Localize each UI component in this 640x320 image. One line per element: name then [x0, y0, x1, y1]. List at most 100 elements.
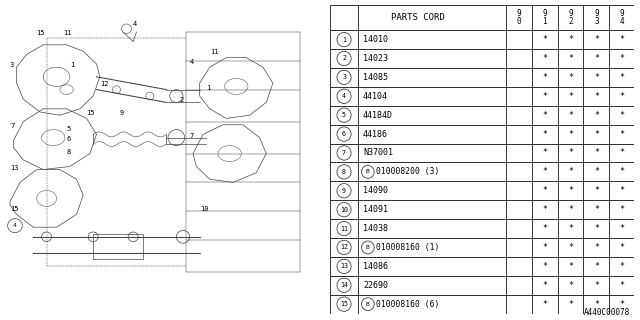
- Text: *: *: [594, 262, 599, 271]
- Text: 7: 7: [189, 132, 194, 139]
- Text: *: *: [594, 35, 599, 44]
- Text: *: *: [620, 167, 625, 176]
- Text: 11: 11: [340, 226, 348, 232]
- Text: 2: 2: [180, 97, 184, 103]
- Text: 44184D: 44184D: [363, 111, 393, 120]
- Text: 14090: 14090: [363, 186, 388, 195]
- Text: *: *: [568, 54, 573, 63]
- Text: *: *: [620, 111, 625, 120]
- Text: *: *: [568, 167, 573, 176]
- Text: 13: 13: [10, 164, 19, 171]
- Text: *: *: [568, 281, 573, 290]
- Text: *: *: [594, 111, 599, 120]
- Text: B: B: [366, 245, 370, 250]
- Text: 1: 1: [342, 36, 346, 43]
- Text: 9
1: 9 1: [542, 9, 547, 26]
- Text: 44186: 44186: [363, 130, 388, 139]
- Text: 9
0: 9 0: [516, 9, 521, 26]
- Text: *: *: [594, 186, 599, 195]
- Text: 4: 4: [133, 20, 138, 27]
- Text: 14086: 14086: [363, 262, 388, 271]
- Bar: [330, 276, 635, 295]
- Text: *: *: [568, 262, 573, 271]
- Bar: [330, 30, 635, 49]
- Text: 14091: 14091: [363, 205, 388, 214]
- Text: 9
2: 9 2: [568, 9, 573, 26]
- Text: 7: 7: [342, 150, 346, 156]
- Text: B: B: [366, 169, 370, 174]
- Text: 14: 14: [340, 282, 348, 288]
- Text: *: *: [568, 130, 573, 139]
- Text: 10: 10: [340, 207, 348, 213]
- Text: *: *: [542, 243, 547, 252]
- Text: *: *: [594, 73, 599, 82]
- Bar: [330, 295, 635, 314]
- Text: 6: 6: [67, 136, 71, 142]
- Text: 12: 12: [340, 244, 348, 251]
- Text: *: *: [542, 73, 547, 82]
- Text: *: *: [594, 224, 599, 233]
- Bar: [330, 163, 635, 181]
- Text: 15: 15: [10, 206, 19, 212]
- Text: PARTS CORD: PARTS CORD: [391, 13, 445, 22]
- Text: 12: 12: [100, 81, 108, 87]
- Bar: [330, 124, 635, 143]
- Text: 14085: 14085: [363, 73, 388, 82]
- Text: *: *: [568, 205, 573, 214]
- Text: 15: 15: [36, 30, 45, 36]
- Bar: [330, 49, 635, 68]
- Text: 1: 1: [206, 84, 211, 91]
- Text: 010008160 (1): 010008160 (1): [376, 243, 439, 252]
- Text: *: *: [542, 262, 547, 271]
- Text: *: *: [594, 148, 599, 157]
- Text: 22690: 22690: [363, 281, 388, 290]
- Text: *: *: [542, 54, 547, 63]
- Text: *: *: [620, 243, 625, 252]
- Text: 2: 2: [342, 55, 346, 61]
- Text: 44104: 44104: [363, 92, 388, 101]
- Text: 4: 4: [342, 93, 346, 99]
- Text: 5: 5: [342, 112, 346, 118]
- Bar: [330, 87, 635, 106]
- Text: 4: 4: [189, 59, 194, 65]
- Text: 010008200 (3): 010008200 (3): [376, 167, 439, 176]
- Text: *: *: [620, 186, 625, 195]
- Text: 9
3: 9 3: [594, 9, 598, 26]
- Text: *: *: [568, 73, 573, 82]
- Text: *: *: [594, 167, 599, 176]
- Text: 3: 3: [10, 62, 14, 68]
- Text: *: *: [542, 281, 547, 290]
- Text: 8: 8: [342, 169, 346, 175]
- Text: A440C00078: A440C00078: [584, 308, 630, 317]
- Text: *: *: [542, 130, 547, 139]
- Bar: [330, 68, 635, 87]
- Text: *: *: [542, 111, 547, 120]
- Bar: [330, 238, 635, 257]
- Text: *: *: [620, 300, 625, 309]
- Text: *: *: [568, 148, 573, 157]
- Text: *: *: [568, 224, 573, 233]
- Text: *: *: [620, 224, 625, 233]
- Text: 5: 5: [67, 126, 71, 132]
- Text: 7: 7: [10, 123, 14, 129]
- Text: *: *: [594, 243, 599, 252]
- Text: 4: 4: [13, 223, 17, 228]
- Text: *: *: [594, 92, 599, 101]
- Text: *: *: [568, 243, 573, 252]
- Bar: [93, 234, 143, 259]
- Text: *: *: [568, 111, 573, 120]
- Text: 9: 9: [342, 188, 346, 194]
- Text: 14038: 14038: [363, 224, 388, 233]
- Text: *: *: [594, 300, 599, 309]
- Text: *: *: [568, 300, 573, 309]
- Text: *: *: [594, 54, 599, 63]
- Bar: [330, 106, 635, 124]
- Text: *: *: [542, 92, 547, 101]
- Text: *: *: [594, 130, 599, 139]
- Text: *: *: [620, 262, 625, 271]
- Text: *: *: [620, 35, 625, 44]
- Text: 3: 3: [342, 74, 346, 80]
- Text: 8: 8: [67, 148, 71, 155]
- Text: *: *: [542, 186, 547, 195]
- Text: *: *: [594, 281, 599, 290]
